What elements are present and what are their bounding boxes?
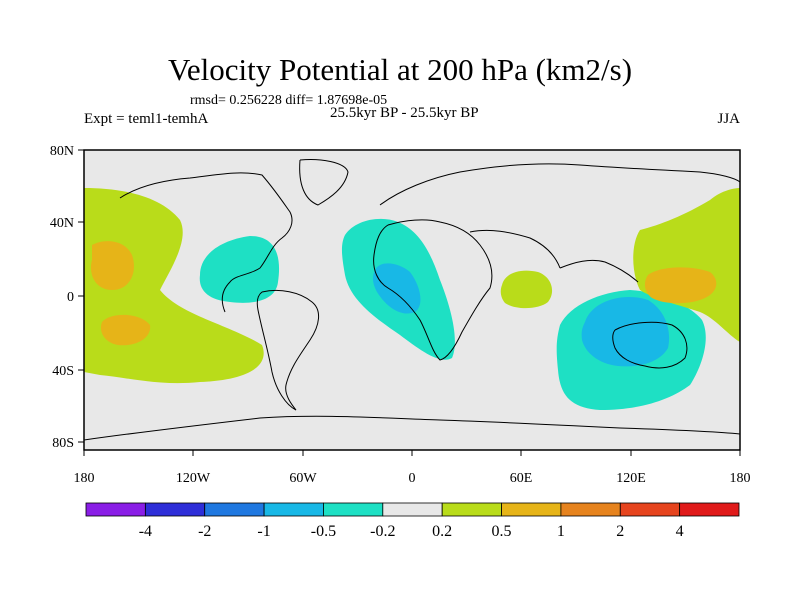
coastline-greenland [299,159,349,206]
y-tick-label: 40N [50,216,74,231]
season-label: JJA [717,111,740,127]
colorbar-label: -2 [198,523,211,540]
colorbar-swatch [679,502,740,517]
y-tick-marks [78,149,84,443]
colorbar-label: -0.5 [311,523,336,540]
colorbar-label: 0.2 [432,523,452,540]
colorbar-swatch [144,502,206,517]
colorbar-swatch [204,502,265,517]
y-tick-label: 40S [52,364,74,379]
colorbar-label: -4 [139,523,152,540]
contour-core-atlantic [372,263,421,314]
colorbar-swatch [263,502,324,517]
x-tick-label: 60W [289,471,317,486]
period-label: 25.5kyr BP - 25.5kyr BP [330,105,479,121]
coastline-eurasia [379,163,740,283]
x-tick-label: 180 [74,471,95,486]
x-tick-marks [83,450,741,456]
x-tick-label: 180 [730,471,751,486]
coastline-australia [612,321,688,369]
coastline-north-america [119,172,293,313]
coastline-south-america [256,289,319,411]
coastline-africa [373,219,493,361]
colorbar-swatch [501,502,562,517]
x-tick-label: 120E [616,471,646,486]
contour-positive-west-pacific [633,188,740,342]
contour-peak-hawaii [90,241,134,290]
colorbar-label: 2 [616,523,624,540]
coastline-antarctica [84,415,740,441]
rmsd-diff-stats: rmsd= 0.256228 diff= 1.87698e-05 [190,93,388,108]
colorbar-swatch [382,502,443,517]
y-tick-label: 80N [50,144,74,159]
colorbar-label: 1 [557,523,565,540]
colorbar-swatch [441,502,502,517]
map-title: Velocity Potential at 200 hPa (km2/s) [167,52,633,87]
contour-peak-west-pacific [644,267,717,304]
colorbar-swatch [85,502,146,517]
coastlines [84,159,740,441]
colorbar-label: -0.2 [370,523,395,540]
y-tick-label: 80S [52,436,74,451]
colorbar-swatch [323,502,384,517]
colorbar-swatch [560,502,621,517]
y-tick-label: 0 [67,290,74,305]
x-tick-label: 0 [409,471,416,486]
experiment-label: Expt = teml1-temhA [84,111,209,127]
contour-negative-caribbean [199,236,280,303]
colorbar-swatch [619,502,681,517]
colorbar-label: -1 [257,523,270,540]
contour-positive-east-africa [500,270,553,309]
colorbar-label: 4 [676,523,684,540]
contour-core-australia [581,296,670,367]
contour-peak-south-pacific [100,314,151,346]
colorbar-label: 0.5 [492,523,512,540]
x-tick-label: 60E [510,471,533,486]
x-tick-label: 120W [176,471,211,486]
